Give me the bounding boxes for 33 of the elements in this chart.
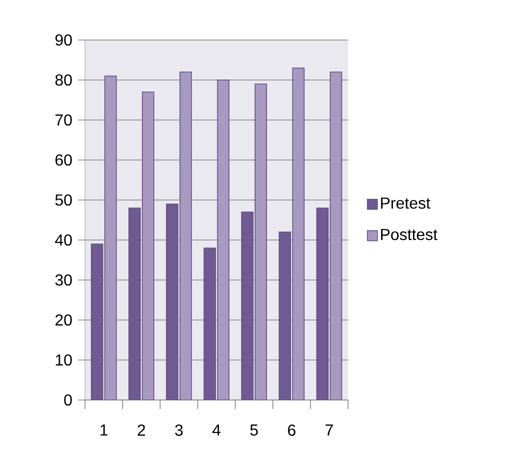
bar xyxy=(90,244,104,400)
bar xyxy=(180,72,192,400)
bar xyxy=(292,68,305,400)
x-tick-label: 6 xyxy=(288,424,296,436)
y-tick-label: 0 xyxy=(64,394,72,406)
bar xyxy=(278,232,292,400)
bar xyxy=(316,208,329,400)
y-tick-label: 70 xyxy=(56,114,72,126)
y-tick-label: 90 xyxy=(55,34,72,46)
x-tick-label: 4 xyxy=(212,424,220,436)
bar xyxy=(241,212,254,400)
y-tick-label: 10 xyxy=(56,354,72,366)
x-tick-label: 5 xyxy=(250,424,258,436)
x-tick-label: 7 xyxy=(326,424,333,436)
y-tick-label: 20 xyxy=(55,314,72,326)
bar xyxy=(166,204,178,400)
legend-label: Pretest xyxy=(381,198,430,209)
y-tick-label: 50 xyxy=(55,194,72,206)
y-tick-label: 40 xyxy=(55,234,72,246)
y-tick-label: 60 xyxy=(55,154,72,166)
bar xyxy=(254,84,267,400)
y-tick-label: 80 xyxy=(55,74,72,86)
bar xyxy=(204,248,216,400)
x-tick-label: 1 xyxy=(100,424,108,436)
x-tick-label: 2 xyxy=(138,424,146,436)
legend-label: Posttest xyxy=(381,228,438,240)
y-tick-label: 30 xyxy=(55,274,72,286)
bar xyxy=(142,92,154,400)
bar xyxy=(330,72,342,400)
bar xyxy=(128,208,141,400)
bar xyxy=(104,76,117,400)
x-tick-label: 3 xyxy=(175,424,183,436)
bar xyxy=(217,80,230,400)
